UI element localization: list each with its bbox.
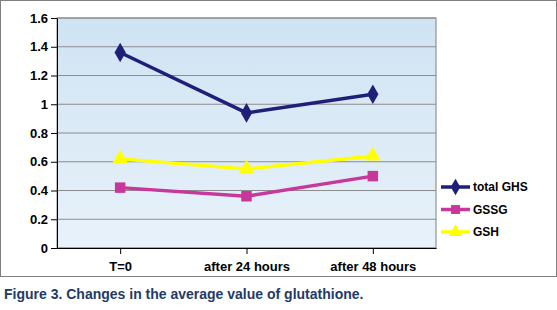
x-tick: T=0: [109, 248, 132, 274]
y-tick-label: 1.4: [30, 39, 49, 54]
legend-label: total GHS: [473, 180, 528, 194]
grid: [57, 18, 436, 248]
chart: 0 0.2 0.4 0.6 0.8 1 1.2 1.4 1.6 T=0 after 24 hours…: [0, 0, 557, 310]
y-tick-label: 0: [41, 241, 48, 256]
y-tick: 1.6: [30, 11, 57, 26]
y-tick: 0.2: [30, 212, 57, 227]
y-tick-mark: [51, 191, 57, 192]
y-tick: 0.8: [30, 126, 57, 141]
legend-item: GSSG: [441, 203, 508, 217]
x-tick: after 24 hours: [204, 248, 290, 274]
x-tick-label: T=0: [109, 259, 132, 274]
y-tick-mark: [51, 76, 57, 77]
series-marker: [241, 103, 252, 123]
series-marker: [367, 84, 378, 104]
y-tick-mark: [51, 219, 57, 220]
x-axis: T=0 after 24 hours after 48 hours: [58, 248, 437, 274]
x-tick-label: after 48 hours: [330, 259, 416, 274]
series-marker: [115, 182, 125, 192]
y-tick-label: 0.8: [30, 126, 48, 141]
y-tick-label: 0.6: [30, 154, 48, 169]
y-tick-label: 1: [41, 97, 48, 112]
legend-marker: [451, 179, 461, 196]
x-tick-mark: [247, 248, 248, 254]
y-tick-mark: [51, 18, 57, 19]
grid-line: [57, 133, 436, 134]
y-axis-line: [57, 19, 58, 249]
y-tick: 0.6: [30, 154, 57, 169]
legend-item: total GHS: [441, 179, 528, 196]
title: Figure 3. Changes in the average value o…: [4, 286, 363, 302]
y-tick-mark: [51, 47, 57, 48]
y-tick-mark: [51, 133, 57, 134]
y-tick: 1.4: [30, 39, 57, 54]
series-marker: [368, 171, 378, 181]
grid-line: [57, 75, 436, 76]
x-tick-mark: [373, 248, 374, 254]
y-tick-label: 1.2: [30, 68, 48, 83]
legend: total GHS GSSG GSH: [441, 179, 528, 240]
legend-marker: [449, 224, 463, 236]
y-tick-mark: [51, 248, 57, 249]
chart-frame: [1, 1, 557, 277]
y-tick-label: 0.4: [30, 183, 49, 198]
x-tick-label: after 24 hours: [204, 259, 290, 274]
y-tick-label: 1.6: [30, 11, 48, 26]
y-axis: 0 0.2 0.4 0.6 0.8 1 1.2 1.4 1.6: [30, 11, 58, 256]
legend-label: GSH: [473, 225, 499, 239]
y-tick: 1: [41, 97, 57, 112]
y-tick-label: 0.2: [30, 212, 48, 227]
series-marker: [365, 147, 381, 161]
y-tick-mark: [51, 104, 57, 105]
grid-line: [57, 190, 436, 191]
x-tick-mark: [120, 248, 121, 254]
marks: [112, 43, 381, 202]
plot-area: [57, 18, 436, 248]
grid-line: [57, 18, 436, 19]
x-tick: after 48 hours: [330, 248, 416, 274]
y-tick-mark: [51, 162, 57, 163]
y-tick: 0: [41, 241, 57, 256]
series-marker: [239, 160, 255, 174]
series-marker: [112, 150, 128, 164]
legend-item: GSH: [441, 224, 499, 239]
y-tick: 1.2: [30, 68, 57, 83]
legend-marker: [451, 205, 460, 214]
grid-line: [57, 219, 436, 220]
grid-line: [57, 46, 436, 47]
series-marker: [241, 191, 251, 201]
legend-label: GSSG: [473, 203, 508, 217]
y-tick: 0.4: [30, 183, 57, 198]
series-marker: [115, 43, 126, 63]
